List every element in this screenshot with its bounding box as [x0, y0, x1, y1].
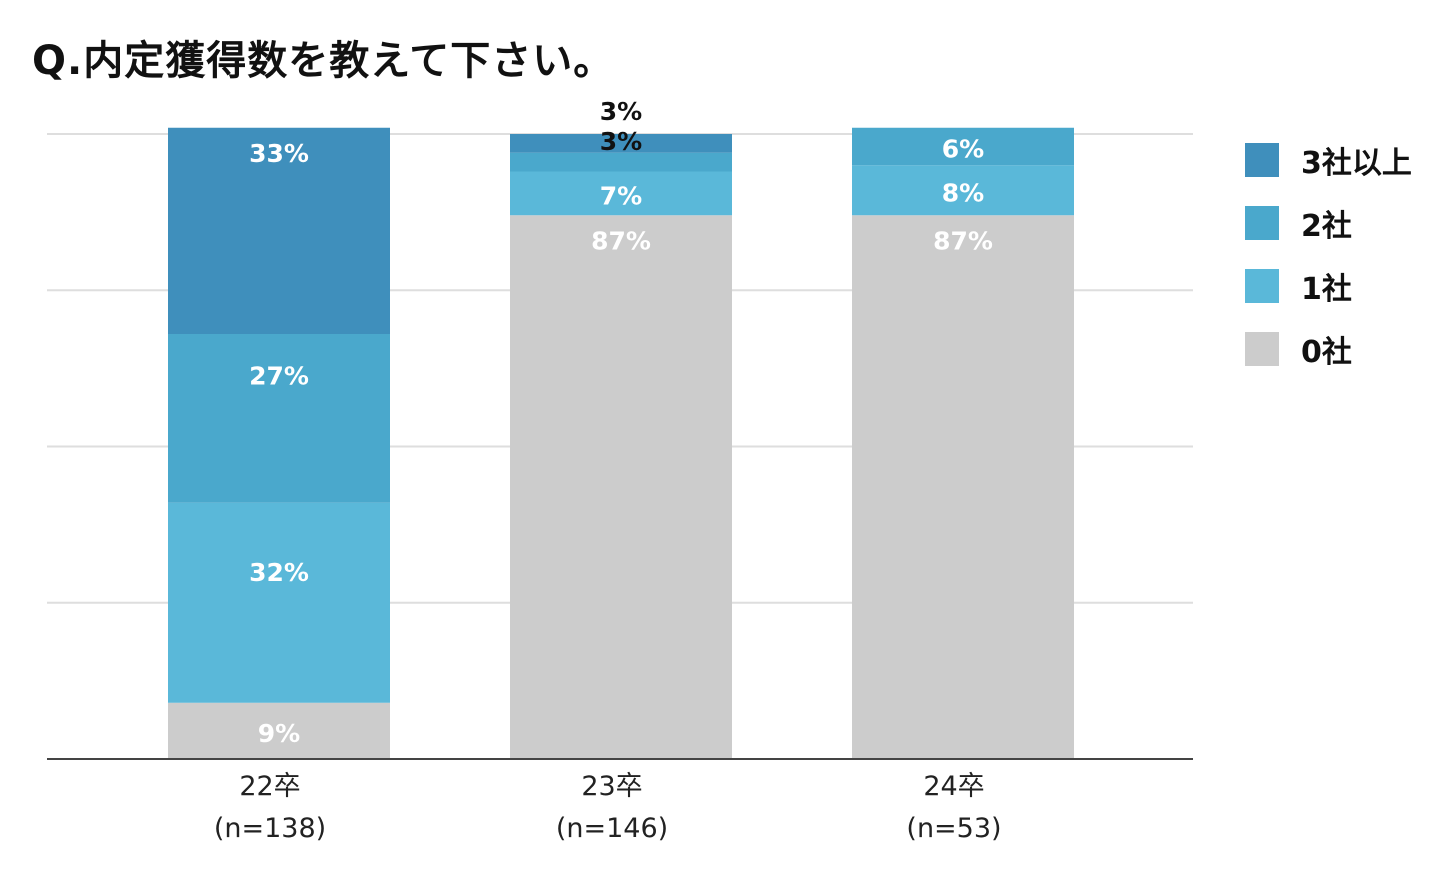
x-tick-label: 24卒	[923, 771, 984, 802]
legend-swatch	[1245, 268, 1279, 303]
bar-segment	[510, 215, 732, 759]
legend-label: 2社	[1301, 208, 1352, 244]
chart-legend: 3社以上 2社 1社 0社	[1245, 128, 1412, 380]
bar-segment	[510, 171, 732, 216]
legend-label: 0社	[1301, 334, 1352, 370]
x-tick-sample-size: (n=146)	[556, 813, 668, 844]
bar-segment	[852, 165, 1074, 216]
bar-segment	[510, 152, 732, 172]
data-label: 27%	[249, 361, 309, 390]
data-label: 33%	[249, 139, 309, 168]
data-label: 8%	[942, 178, 984, 207]
bar-segment	[852, 215, 1074, 759]
data-label: 87%	[591, 226, 651, 255]
legend-item: 3社以上	[1245, 128, 1412, 191]
legend-label: 1社	[1301, 271, 1352, 307]
data-label: 32%	[249, 558, 309, 587]
bar-segment	[510, 134, 732, 153]
legend-item: 1社	[1245, 254, 1412, 317]
legend-item: 2社	[1245, 191, 1412, 254]
data-label: 9%	[258, 719, 300, 748]
data-label: 7%	[600, 181, 642, 210]
bar-segment	[852, 127, 1074, 166]
bar-segment	[168, 127, 390, 334]
legend-swatch	[1245, 142, 1279, 177]
legend-item: 0社	[1245, 317, 1412, 380]
data-label: 3%	[600, 97, 642, 126]
data-label: 87%	[933, 226, 993, 255]
x-tick-label: 22卒	[239, 771, 300, 802]
chart-title: Q.内定獲得数を教えて下さい。	[32, 38, 615, 84]
x-tick-sample-size: (n=53)	[906, 813, 1001, 844]
legend-swatch	[1245, 205, 1279, 240]
legend-swatch	[1245, 331, 1279, 366]
x-tick-label: 23卒	[581, 771, 642, 802]
bar-segment	[168, 334, 390, 503]
bar-segment	[168, 502, 390, 703]
bar-segment	[168, 702, 390, 759]
x-tick-sample-size: (n=138)	[214, 813, 326, 844]
legend-label: 3社以上	[1301, 145, 1412, 181]
data-label: 6%	[942, 135, 984, 164]
data-label: 3%	[600, 127, 642, 156]
